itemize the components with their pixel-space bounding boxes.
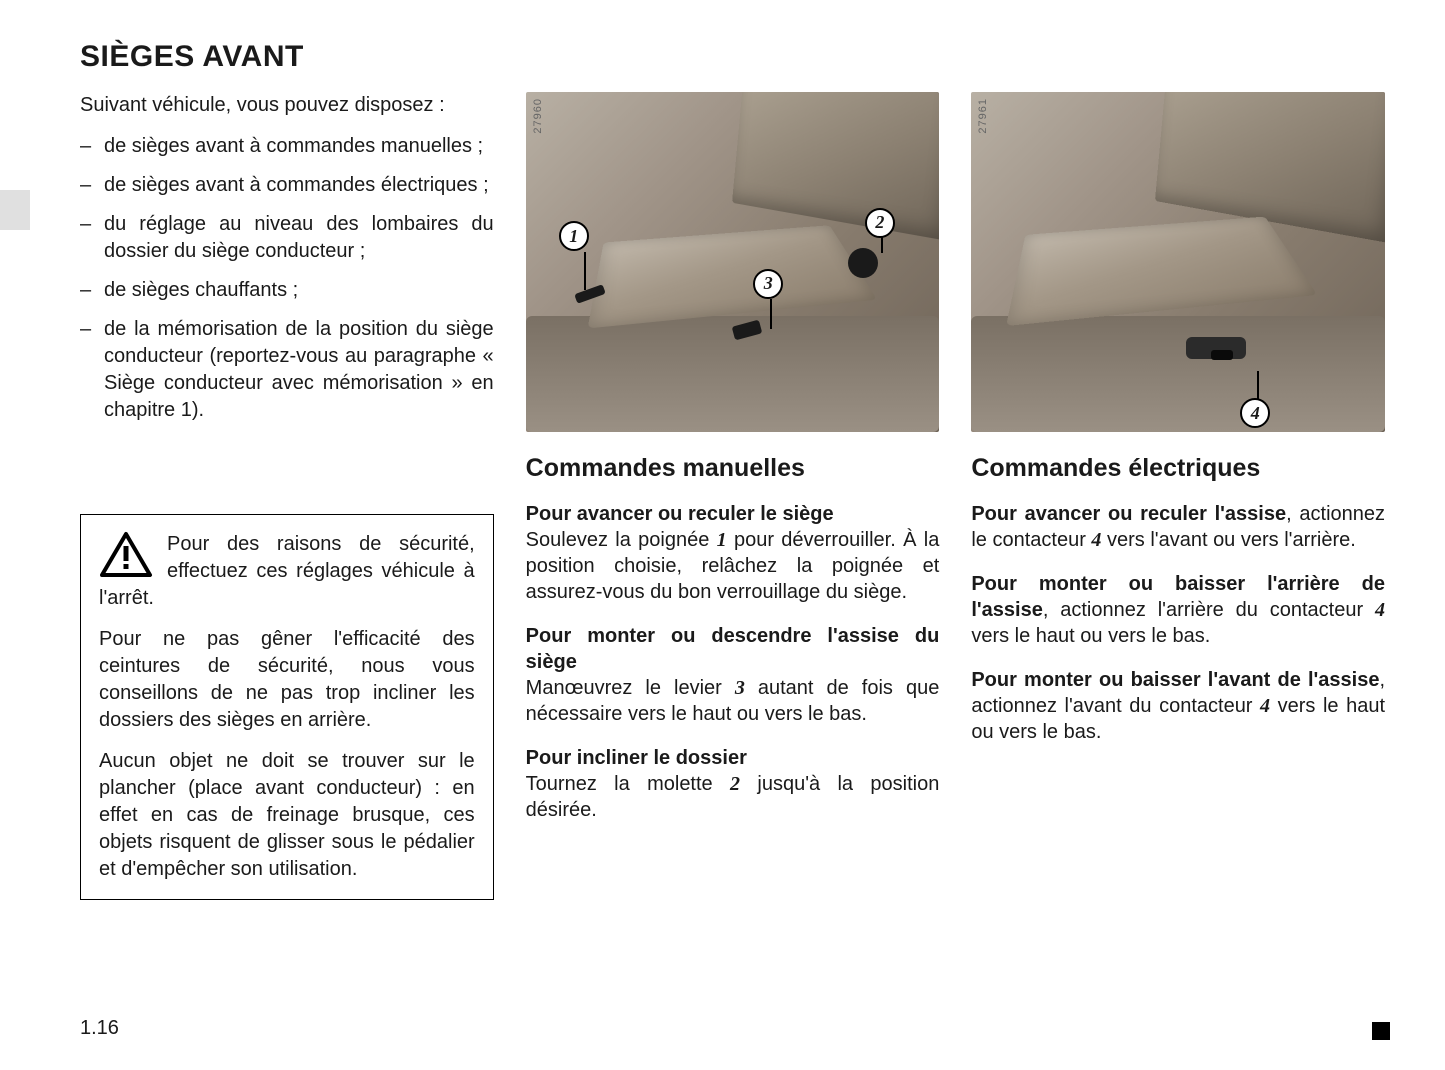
list-item: –de sièges avant à commandes électriques… [80,172,494,199]
seat-floor [526,316,940,432]
page-title: SIÈGES AVANT [80,40,1385,74]
electric-block-2: Pour monter ou baisser l'arrière de l'as… [971,571,1385,649]
seat-cushion [588,225,878,328]
warning-p1: Pour des raisons de sécurité, effectuez … [99,531,475,612]
electric-heading: Commandes électriques [971,454,1385,483]
callout-2: 2 [865,208,895,238]
column-left: Suivant véhicule, vous pouvez disposez :… [80,92,494,900]
side-tab [0,190,30,230]
warning-p3: Aucun objet ne doit se trouver sur le pl… [99,748,475,883]
intro-text: Suivant véhicule, vous pouvez disposez : [80,92,494,119]
callout-1: 1 [559,221,589,251]
column-middle: 27960 1 2 3 Commandes manuelles Pour ava… [526,92,940,900]
seat-floor [971,316,1385,432]
manual-block-1: Pour avancer ou reculer le siège Souleve… [526,501,940,605]
content-columns: Suivant véhicule, vous pouvez disposez :… [80,92,1385,900]
figure-id: 27961 [977,98,989,134]
warning-p2: Pour ne pas gêner l'efficacité des ceint… [99,626,475,734]
list-item: –de sièges chauffants ; [80,277,494,304]
electric-block-3: Pour monter ou baisser l'avant de l'assi… [971,667,1385,745]
callout-3: 3 [753,269,783,299]
callout-line [770,299,772,329]
feature-list: –de sièges avant à commandes manuelles ;… [80,133,494,424]
seat-back [732,92,939,241]
figure-manual-seat: 27960 1 2 3 [526,92,940,432]
page-marker [1372,1022,1390,1040]
seat-wheel-2 [848,248,878,278]
manual-block-3: Pour incliner le dossier Tournez la mole… [526,745,940,823]
list-item: –de sièges avant à commandes manuelles ; [80,133,494,160]
figure-id: 27960 [532,98,544,134]
seat-cushion [1006,217,1317,326]
electric-block-1: Pour avancer ou reculer l'assise, action… [971,501,1385,553]
seat-back [1155,92,1385,243]
callout-line [1257,371,1259,399]
manual-heading: Commandes manuelles [526,454,940,483]
warning-triangle-icon [99,531,153,579]
callout-line [584,252,586,290]
warning-box: Pour des raisons de sécurité, effectuez … [80,514,494,900]
seat-switch-4 [1211,350,1233,360]
column-right: 27961 4 Commandes électriques Pour avanc… [971,92,1385,900]
list-item: –du réglage au niveau des lombaires du d… [80,211,494,265]
list-item: –de la mémorisation de la position du si… [80,316,494,424]
page-number: 1.16 [80,1017,119,1040]
manual-block-2: Pour monter ou descendre l'assise du siè… [526,623,940,727]
figure-electric-seat: 27961 4 [971,92,1385,432]
